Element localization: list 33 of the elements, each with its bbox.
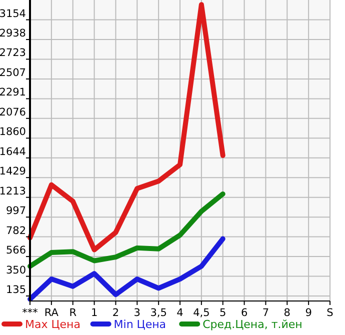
x-tick-label: RA	[44, 307, 60, 319]
x-tick-label: 3,5	[150, 307, 167, 319]
x-tick-label: R	[69, 307, 77, 319]
y-tick-label: 1860	[0, 126, 26, 138]
x-tick-label: ***	[22, 307, 38, 319]
legend-label: Min Цена	[114, 318, 166, 331]
y-tick-label: 350	[6, 264, 26, 276]
x-tick-label: 9	[305, 307, 312, 319]
y-tick-label: 997	[6, 205, 26, 218]
y-tick-label: 1644	[0, 146, 26, 158]
x-tick-label: 3	[134, 307, 140, 319]
y-tick-label: 2938	[0, 28, 26, 40]
x-tick-label: 4,5	[193, 307, 210, 319]
x-tick-label: 7	[262, 307, 270, 319]
x-tick-label: 1	[90, 307, 98, 319]
x-tick-label: 6	[240, 307, 248, 319]
x-tick-label: 5	[220, 307, 226, 319]
y-tick-label: 2076	[0, 106, 26, 118]
legend-label: Max Цена	[25, 318, 80, 331]
legend-label: Сред.Цена, т.йен	[202, 318, 302, 331]
x-tick-label: S	[326, 307, 334, 319]
x-tick-label: 8	[284, 307, 290, 319]
y-tick-label: 2291	[0, 86, 26, 99]
y-tick-label: 1429	[0, 166, 26, 178]
y-tick-label: 2723	[0, 47, 26, 60]
y-tick-label: 566	[6, 244, 26, 257]
x-tick-label: 4	[176, 307, 184, 319]
y-tick-label: 782	[6, 224, 26, 237]
y-tick-label: 2507	[0, 66, 26, 79]
y-tick-label: 1213	[0, 185, 26, 198]
x-tick-label: 2	[112, 307, 120, 319]
y-tick-label: 135	[6, 284, 26, 296]
y-tick-label: 3154	[0, 8, 26, 20]
